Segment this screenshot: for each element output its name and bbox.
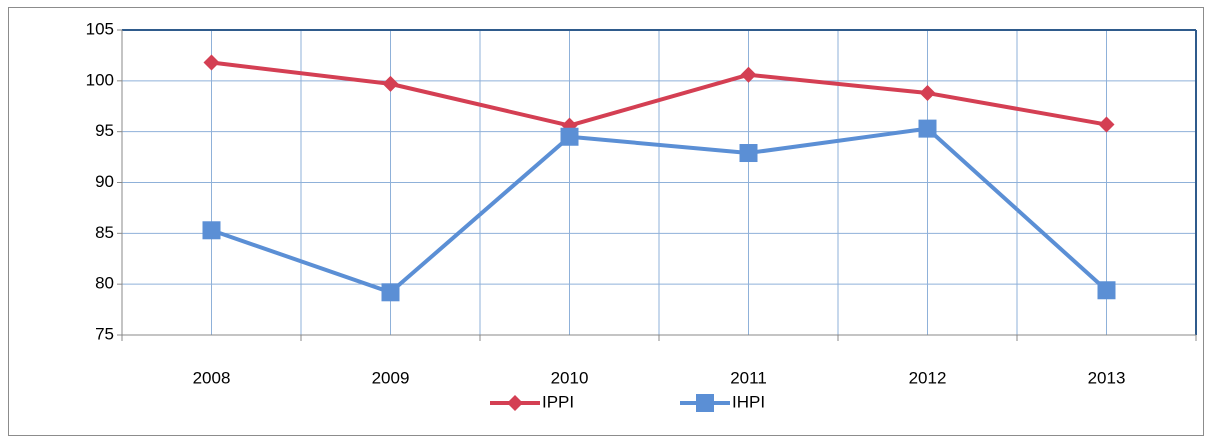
marker <box>739 144 758 163</box>
marker <box>740 66 757 83</box>
marker <box>382 75 399 92</box>
y-tick-label: 80 <box>95 274 114 293</box>
series-line <box>210 126 1108 295</box>
x-tick-label: 2011 <box>730 368 767 387</box>
marker <box>560 127 579 146</box>
y-tick-label: 90 <box>95 172 114 191</box>
marker <box>202 221 221 240</box>
x-tick-label: 2010 <box>551 368 589 387</box>
y-tick-label: 105 <box>86 19 114 38</box>
chart-frame <box>8 7 1204 436</box>
legend-label: IPPI <box>542 392 574 411</box>
y-tick-label: 95 <box>95 121 114 140</box>
series-line <box>211 60 1107 128</box>
y-tick-label: 75 <box>95 324 114 343</box>
marker <box>1097 281 1116 300</box>
legend-label: IHPI <box>732 392 765 411</box>
marker <box>381 283 400 302</box>
x-tick-label: 2012 <box>909 368 947 387</box>
marker <box>203 54 220 71</box>
marker <box>918 119 937 138</box>
x-tick-label: 2009 <box>372 368 410 387</box>
marker <box>919 85 936 102</box>
y-tick-label: 85 <box>95 223 114 242</box>
legend-marker <box>696 394 714 412</box>
marker <box>1098 116 1115 133</box>
x-tick-label: 2013 <box>1088 368 1126 387</box>
y-tick-label: 100 <box>86 70 114 89</box>
legend-marker <box>507 395 523 411</box>
x-tick-label: 2008 <box>193 368 231 387</box>
